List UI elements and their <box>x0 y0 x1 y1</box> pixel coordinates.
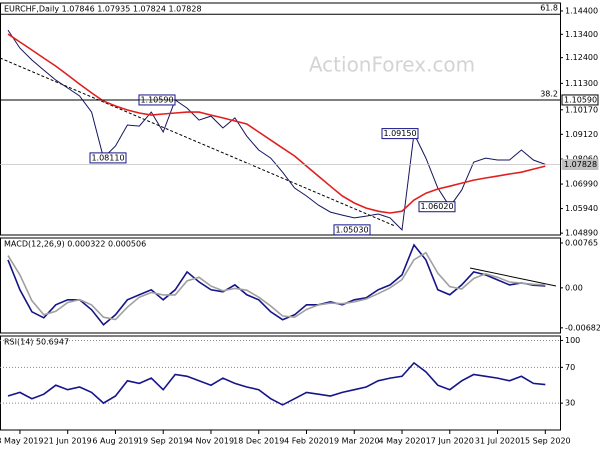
price-tag-label: 1.07828 <box>564 160 597 169</box>
series-line <box>7 243 546 326</box>
panel-frame <box>0 237 561 334</box>
y-tick-label: 1.09120 <box>565 130 598 139</box>
annotation-label: 1.08110 <box>91 153 124 162</box>
y-tick-label: 1.12400 <box>565 53 598 62</box>
y-tick-label: 1.05940 <box>565 204 598 213</box>
panel-title: EURCHF,Daily 1.07846 1.07935 1.07824 1.0… <box>4 5 202 14</box>
x-tick-label: 8 May 2019 <box>0 437 43 446</box>
x-tick-label: 19 Sep 2019 <box>138 437 189 446</box>
annotation-box <box>381 128 419 140</box>
series-line <box>7 251 546 321</box>
x-tick-label: 19 Mar 2020 <box>329 437 380 446</box>
y-tick-label: 1.11300 <box>565 79 598 88</box>
annotation-box <box>333 224 371 236</box>
x-tick-label: 6 Aug 2019 <box>92 437 138 446</box>
x-tick-label: 15 Sep 2020 <box>520 437 571 446</box>
price-tag-label: 1.10590 <box>564 95 597 104</box>
series-line <box>7 361 546 406</box>
panel-frame <box>0 335 561 431</box>
y-tick-label: 30 <box>565 399 575 408</box>
annotation-label: 1.06020 <box>420 202 453 211</box>
y-tick-label: 1.14400 <box>565 6 598 15</box>
x-tick-label: 4 Feb 2020 <box>284 437 329 446</box>
y-tick-label: 70 <box>565 363 575 372</box>
y-tick-label: -0.00682 <box>565 323 600 332</box>
y-tick-label: 0.00 <box>565 283 583 292</box>
y-tick-label: 1.06990 <box>565 180 598 189</box>
x-tick-label: 31 Jul 2020 <box>475 437 520 446</box>
y-tick-label: 1.13400 <box>565 30 598 39</box>
fib-label: 61.8 <box>540 4 558 13</box>
panel-frame <box>0 2 561 236</box>
y-tick-label: 0.00765 <box>565 238 598 247</box>
annotation-label: 1.05030 <box>335 225 368 234</box>
trend-line <box>0 57 396 227</box>
annotation-box <box>89 152 127 164</box>
panel-title: RSI(14) 50.6947 <box>4 338 69 347</box>
annotation-box <box>418 201 456 213</box>
annotation-label: 1.09150 <box>383 129 416 138</box>
fib-label: 38.2 <box>540 89 558 98</box>
x-tick-label: 17 Jun 2020 <box>426 437 474 446</box>
series-line <box>7 33 546 214</box>
watermark: ActionForex.com <box>309 53 475 77</box>
series-line <box>7 29 546 231</box>
x-tick-label: 4 Nov 2019 <box>188 437 234 446</box>
trend-line <box>469 267 557 287</box>
price-tag <box>561 94 599 106</box>
x-tick-label: 4 May 2020 <box>378 437 425 446</box>
y-tick-label: 100 <box>565 336 580 345</box>
y-tick-label: 1.10170 <box>565 105 598 114</box>
x-tick-label: 18 Dec 2019 <box>233 437 284 446</box>
price-tag <box>561 158 599 170</box>
y-tick-label: 1.04890 <box>565 229 598 238</box>
x-tick-label: 21 Jun 2019 <box>44 437 92 446</box>
panel-title: MACD(12,26,9) 0.000322 0.000506 <box>4 240 146 249</box>
